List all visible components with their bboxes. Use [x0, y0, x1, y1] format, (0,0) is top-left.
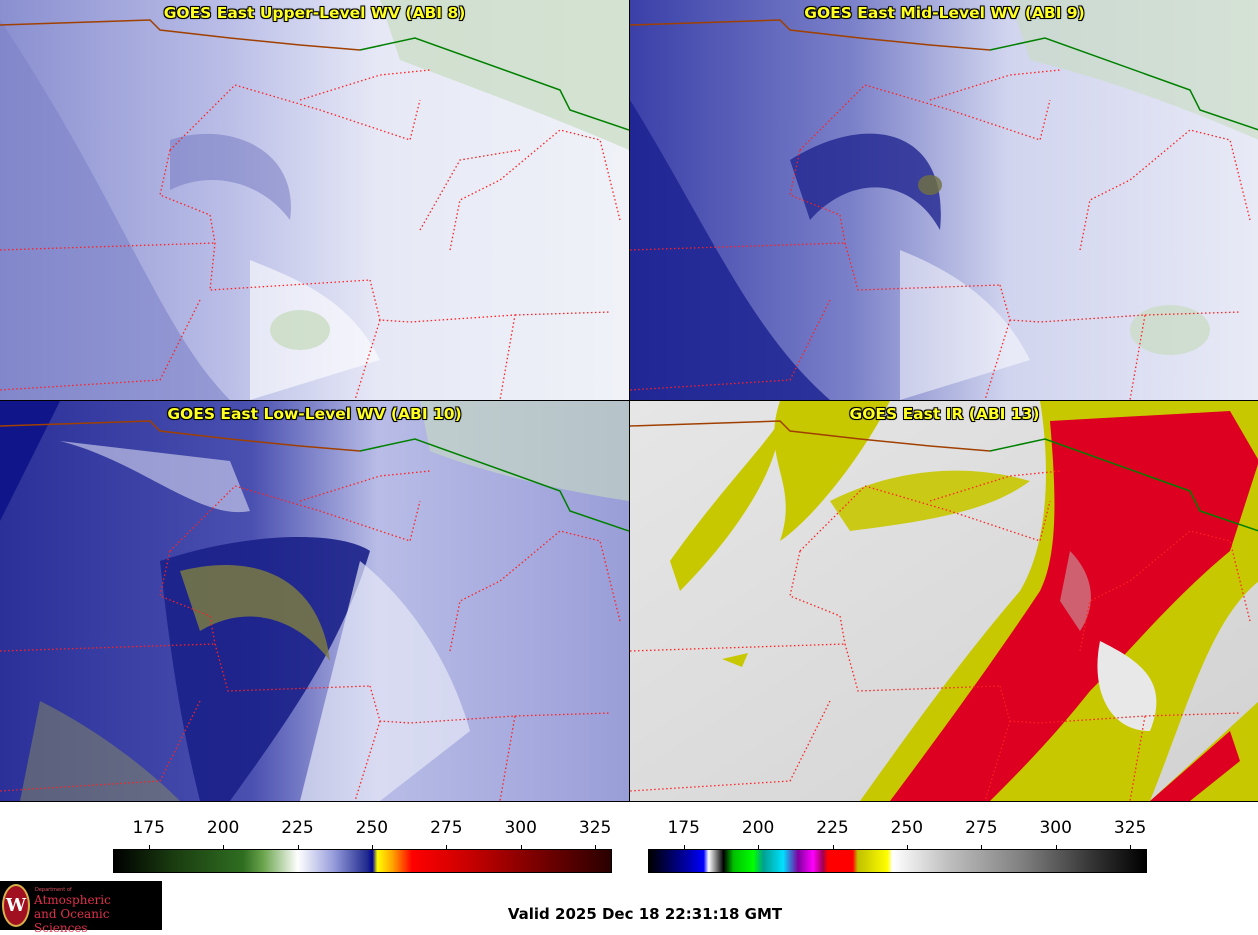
uw-seal-icon: W	[2, 884, 30, 927]
colorbar-tick-mark	[758, 845, 760, 850]
colorbar-tick-label: 225	[816, 818, 849, 838]
colorbar-tick-label: 325	[1113, 818, 1147, 838]
colorbar-right	[648, 849, 1147, 873]
colorbar-tick-label: 325	[578, 818, 612, 838]
panel-title: GOES East Upper-Level WV (ABI 8)	[163, 4, 466, 22]
colorbar-tick-mark	[1130, 845, 1132, 850]
colorbar-tick-mark	[297, 845, 299, 850]
colorbar-tick-mark	[371, 845, 373, 850]
colorbar-tick-mark	[832, 845, 834, 850]
colorbar-tick-label: 300	[1039, 818, 1072, 838]
colorbar-tick-label: 225	[281, 818, 314, 838]
logo-line1: Atmospheric	[34, 893, 111, 907]
wv-image-low	[0, 401, 629, 801]
colorbar-right-ticks: 175 200 225 250 275 300 325	[648, 818, 1147, 868]
colorbar-tick-mark	[683, 845, 685, 850]
colorbar-tick-mark	[446, 845, 448, 850]
colorbar-tick-label: 200	[741, 818, 775, 838]
colorbar-tick-mark	[906, 845, 908, 850]
colorbar-tick-label: 300	[504, 818, 537, 838]
ir-image	[630, 401, 1258, 801]
colorbar-tick-mark	[981, 845, 983, 850]
colorbar-tick-mark	[148, 845, 150, 850]
wv-image-upper	[0, 0, 629, 400]
colorbar-tick-mark	[223, 845, 225, 850]
colorbar-left-ticks: 175 200 225 250 275 300 325	[113, 818, 612, 868]
colorbar-tick-mark	[520, 845, 522, 850]
panel-upper-level-wv: GOES East Upper-Level WV (ABI 8)	[0, 0, 630, 401]
valid-time: Valid 2025 Dec 18 22:31:18 GMT	[507, 905, 783, 923]
aos-logo: W Department of Atmospheric and Oceanic …	[0, 881, 162, 935]
colorbar-left	[113, 849, 612, 873]
colorbar-tick-label: 250	[355, 818, 389, 838]
panel-title: GOES East IR (ABI 13)	[849, 405, 1040, 423]
panel-title: GOES East Low-Level WV (ABI 10)	[167, 405, 462, 423]
logo-dept-text: Department of	[35, 887, 72, 893]
wv-image-mid	[630, 0, 1258, 400]
colorbar-tick-mark	[595, 845, 597, 850]
colorbar-tick-label: 200	[206, 818, 240, 838]
colorbar-tick-label: 250	[890, 818, 924, 838]
colorbar-tick-label: 175	[667, 818, 700, 838]
panel-mid-level-wv: GOES East Mid-Level WV (ABI 9)	[630, 0, 1258, 401]
colorbar-tick-label: 275	[430, 818, 463, 838]
colorbar-tick-label: 175	[132, 818, 165, 838]
colorbar-tick-label: 275	[965, 818, 998, 838]
panel-title: GOES East Mid-Level WV (ABI 9)	[804, 4, 1085, 22]
colorbar-tick-mark	[1055, 845, 1057, 850]
panel-ir: GOES East IR (ABI 13)	[630, 401, 1258, 802]
panel-low-level-wv: GOES East Low-Level WV (ABI 10)	[0, 401, 630, 802]
